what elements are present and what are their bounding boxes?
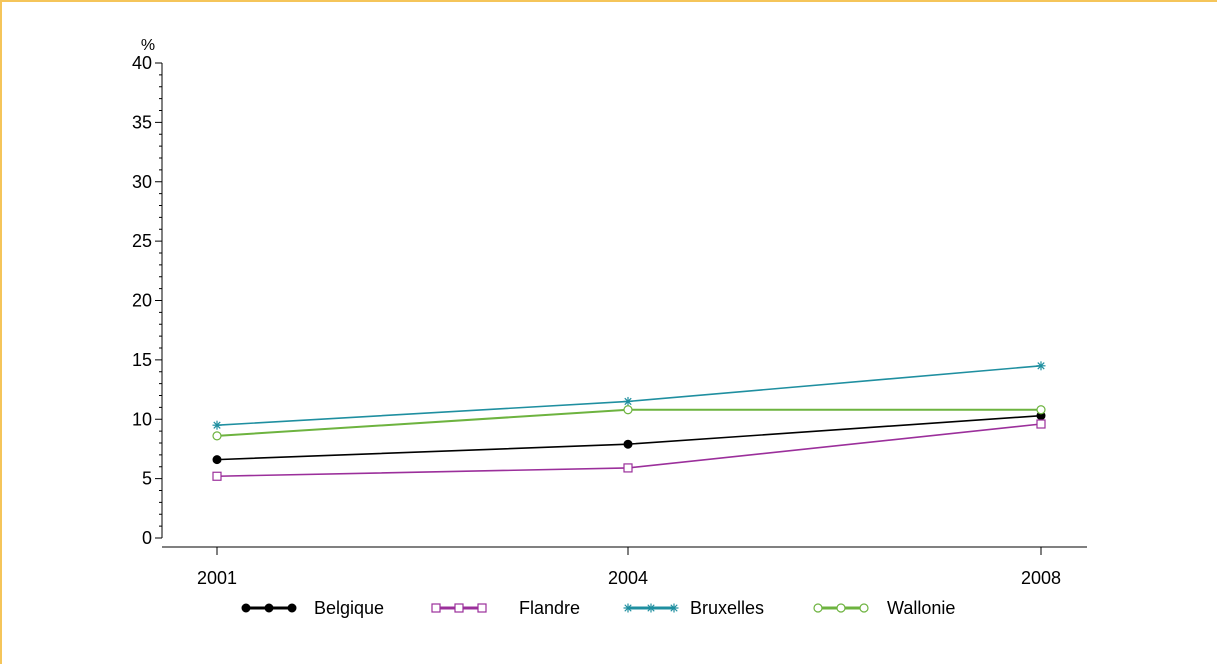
y-tick-label: 25 xyxy=(132,231,152,251)
y-tick-label: 40 xyxy=(132,53,152,73)
legend-label-bruxelles: Bruxelles xyxy=(690,598,764,618)
legend: Belgique Flandre Bruxelles Wallonie xyxy=(241,598,955,618)
data-point-belgique xyxy=(212,455,222,465)
data-point-bruxelles xyxy=(623,396,633,406)
legend-marker-belgique xyxy=(287,603,297,613)
legend-marker-belgique xyxy=(241,603,251,613)
legend-marker-bruxelles xyxy=(646,603,656,613)
legend-marker-bruxelles xyxy=(623,603,633,613)
legend-marker-wallonie xyxy=(813,603,823,613)
axes: 0 5 10 15 20 25 30 35 40% 2001 2004 2008 xyxy=(132,37,1087,588)
y-tick-label: 15 xyxy=(132,350,152,370)
y-tick-label: 30 xyxy=(132,172,152,192)
data-point-flandre xyxy=(212,471,222,481)
data-point-wallonie xyxy=(623,405,633,415)
x-tick-label: 2008 xyxy=(1021,568,1061,588)
legend-marker-wallonie xyxy=(836,603,846,613)
legend-marker-wallonie xyxy=(859,603,869,613)
y-axis-unit-label: % xyxy=(141,37,155,54)
y-tick-label: 35 xyxy=(132,112,152,132)
legend-marker-flandre xyxy=(454,603,464,613)
x-tick-label: 2001 xyxy=(197,568,237,588)
y-tick-label: 10 xyxy=(132,409,152,429)
legend-label-belgique: Belgique xyxy=(314,598,384,618)
legend-marker-belgique xyxy=(264,603,274,613)
data-point-wallonie xyxy=(212,431,222,441)
legend-symbol-belgique xyxy=(241,603,297,613)
legend-symbol-wallonie xyxy=(813,603,869,613)
legend-label-wallonie: Wallonie xyxy=(887,598,955,618)
legend-marker-flandre xyxy=(477,603,487,613)
data-point-bruxelles xyxy=(1036,361,1046,371)
y-tick-label: 0 xyxy=(142,528,152,548)
series-line-bruxelles xyxy=(216,365,1042,426)
y-tick-label: 20 xyxy=(132,291,152,311)
legend-symbol-flandre xyxy=(431,603,487,613)
data-point-bruxelles xyxy=(212,420,222,430)
legend-marker-flandre xyxy=(431,603,441,613)
data-point-belgique xyxy=(623,439,633,449)
data-point-flandre xyxy=(1036,419,1046,429)
series-group xyxy=(212,361,1046,481)
legend-marker-bruxelles xyxy=(669,603,679,613)
x-tick-label: 2004 xyxy=(608,568,648,588)
data-point-wallonie xyxy=(1036,405,1046,415)
legend-symbol-bruxelles xyxy=(623,603,679,613)
legend-label-flandre: Flandre xyxy=(519,598,580,618)
y-tick-label: 5 xyxy=(142,469,152,489)
data-point-flandre xyxy=(623,463,633,473)
